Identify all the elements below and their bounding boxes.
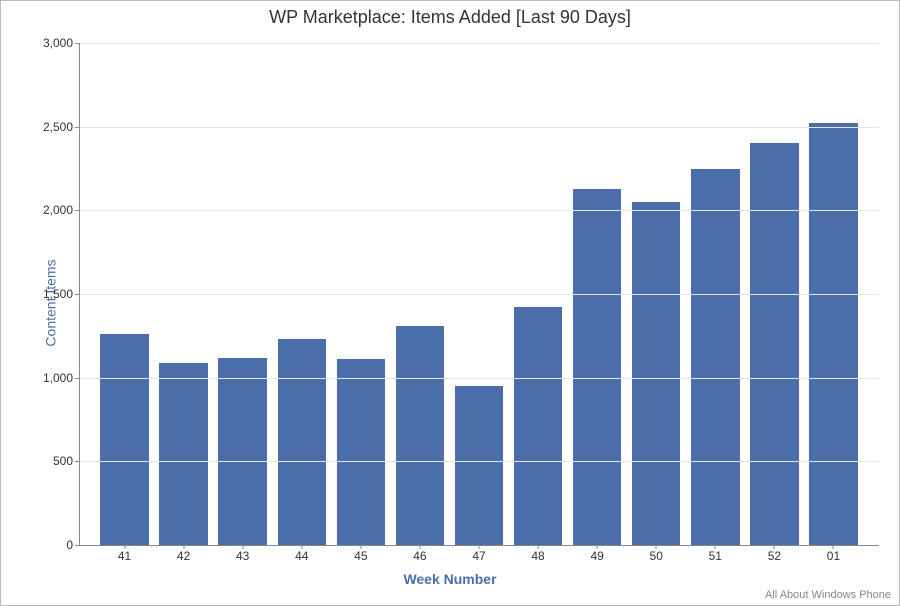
gridline (79, 294, 879, 295)
y-axis-line (79, 43, 80, 545)
bar (750, 143, 798, 545)
x-tick-label: 49 (590, 549, 603, 563)
bar (455, 386, 503, 545)
x-tick-label: 47 (472, 549, 485, 563)
x-tick-mark (833, 545, 834, 549)
x-axis-line (79, 545, 879, 546)
y-tick-label: 2,500 (43, 120, 73, 134)
plot-area: 05001,0001,5002,0002,5003,00041424344454… (79, 43, 879, 545)
x-tick-mark (301, 545, 302, 549)
chart-attribution: All About Windows Phone (765, 589, 891, 601)
gridline (79, 127, 879, 128)
y-tick-label: 3,000 (43, 36, 73, 50)
y-tick-label: 2,000 (43, 203, 73, 217)
bar (337, 359, 385, 545)
bar (218, 358, 266, 545)
y-tick-label: 500 (53, 454, 73, 468)
x-tick-mark (419, 545, 420, 549)
gridline (79, 378, 879, 379)
bar (396, 326, 444, 545)
gridline (79, 43, 879, 44)
x-tick-label: 45 (354, 549, 367, 563)
x-tick-mark (656, 545, 657, 549)
x-tick-label: 01 (827, 549, 840, 563)
bar (632, 202, 680, 545)
x-tick-label: 44 (295, 549, 308, 563)
bar (100, 334, 148, 545)
y-tick-label: 1,500 (43, 287, 73, 301)
x-tick-label: 42 (177, 549, 190, 563)
bar (514, 307, 562, 545)
gridline (79, 461, 879, 462)
x-tick-label: 41 (118, 549, 131, 563)
x-tick-label: 46 (413, 549, 426, 563)
x-tick-mark (597, 545, 598, 549)
bar (573, 189, 621, 545)
x-tick-label: 43 (236, 549, 249, 563)
x-tick-mark (183, 545, 184, 549)
x-tick-mark (124, 545, 125, 549)
x-tick-mark (538, 545, 539, 549)
bar (691, 169, 739, 546)
x-tick-mark (774, 545, 775, 549)
x-tick-label: 48 (531, 549, 544, 563)
x-tick-mark (242, 545, 243, 549)
x-tick-mark (479, 545, 480, 549)
gridline (79, 210, 879, 211)
x-tick-mark (360, 545, 361, 549)
x-axis-label: Week Number (1, 571, 899, 587)
chart-title: WP Marketplace: Items Added [Last 90 Day… (1, 7, 899, 28)
y-tick-label: 0 (66, 538, 73, 552)
y-axis-label: Content Items (43, 259, 59, 346)
x-tick-label: 51 (709, 549, 722, 563)
y-tick-label: 1,000 (43, 371, 73, 385)
x-tick-mark (715, 545, 716, 549)
x-tick-label: 50 (650, 549, 663, 563)
bar (809, 123, 857, 545)
chart-container: WP Marketplace: Items Added [Last 90 Day… (0, 0, 900, 606)
bar (159, 363, 207, 545)
bar (278, 339, 326, 545)
x-tick-label: 52 (768, 549, 781, 563)
